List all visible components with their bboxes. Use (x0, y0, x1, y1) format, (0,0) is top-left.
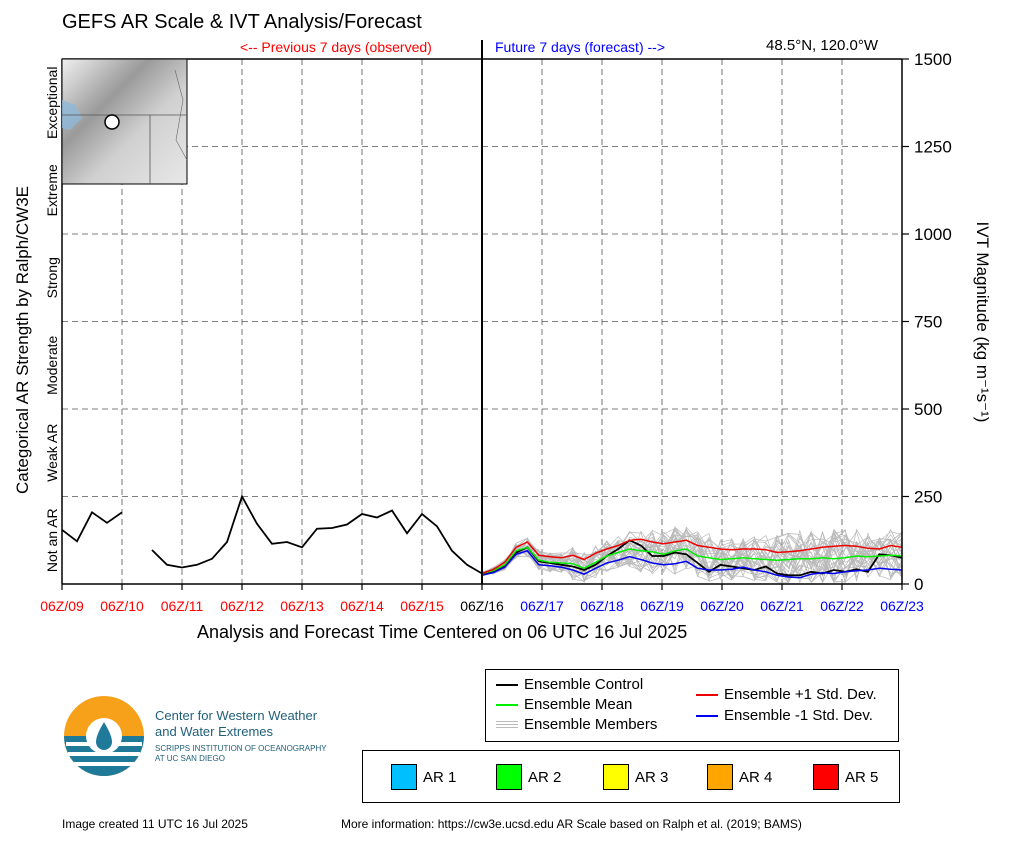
location-label: 48.5°N, 120.0°W (766, 37, 879, 54)
scale-label-ar4: AR 4 (739, 768, 773, 786)
scale-label-ar3: AR 3 (635, 768, 669, 786)
axis-ticks: 0 250 500 750 1000 1250 1500 06Z/09 06Z/10 06Z/11… (40, 50, 952, 614)
scale-label-ar1: AR 1 (423, 768, 457, 786)
ensemble-member-line (481, 528, 903, 584)
ar1-swatch (391, 764, 417, 790)
legend-label-plus-sd: Ensemble +1 Std. Dev. (724, 686, 877, 703)
right-tick-label: 1500 (914, 50, 952, 69)
plus_sd-series-line (481, 538, 903, 575)
ar4-swatch (707, 764, 733, 790)
mean-series-line (481, 546, 903, 575)
control-series-line (151, 494, 903, 577)
series-legend: Ensemble Control Ensemble Mean Ensemble … (485, 669, 899, 742)
x-tick-label: 06Z/09 (40, 598, 84, 614)
ar5-swatch (813, 764, 839, 790)
previous-days-note: <-- Previous 7 days (observed) (240, 39, 432, 55)
ar-scale-legend: AR 1 AR 2 AR 3 AR 4 AR 5 (362, 750, 900, 803)
location-marker-icon (104, 114, 120, 130)
location-inset-map (61, 58, 188, 185)
org-subtitle: SCRIPPS INSTITUTION OF OCEANOGRAPHY AT U… (155, 744, 327, 763)
right-tick-label: 0 (914, 575, 923, 594)
control-line-icon (496, 683, 518, 686)
legend-label-members: Ensemble Members (524, 716, 658, 733)
x-tick-label: 06Z/10 (100, 598, 144, 614)
scale-item-ar4: AR 4 (707, 764, 772, 790)
category-label: Not an AR (44, 508, 60, 572)
series-lines (61, 494, 903, 579)
x-tick-label: 06Z/13 (280, 598, 324, 614)
x-tick-label: 06Z/21 (760, 598, 804, 614)
x-tick-label: 06Z/22 (820, 598, 864, 614)
legend-label-control: Ensemble Control (524, 676, 644, 693)
ensemble-member-line (481, 528, 903, 584)
scale-item-ar2: AR 2 (496, 764, 561, 790)
category-label: Strong (44, 257, 60, 298)
control-series-line (61, 510, 123, 543)
x-tick-label: 06Z/20 (700, 598, 744, 614)
x-tick-label: 06Z/12 (220, 598, 264, 614)
x-tick-label: 06Z/19 (640, 598, 684, 614)
legend-item-members: Ensemble Members (496, 716, 657, 733)
plus-sd-line-icon (696, 693, 718, 696)
cw3e-logo-icon (64, 696, 144, 776)
legend-item-mean: Ensemble Mean (496, 696, 632, 713)
category-label: Weak AR (44, 424, 60, 482)
minus-sd-line-icon (696, 714, 718, 717)
legend-item-minus-sd: Ensemble -1 Std. Dev. (696, 707, 873, 724)
ensemble-member-line (481, 538, 903, 581)
category-label: Exceptional (44, 67, 60, 139)
x-tick-label: 06Z/16 (460, 598, 504, 614)
x-tick-label: 06Z/11 (161, 598, 204, 614)
image-created-note: Image created 11 UTC 16 Jul 2025 (62, 817, 248, 831)
scale-item-ar5: AR 5 (813, 764, 878, 790)
scale-item-ar3: AR 3 (603, 764, 668, 790)
future-days-note: Future 7 days (forecast) --> (495, 39, 666, 55)
left-axis-title: Categorical AR Strength by Ralph/CW3E (13, 185, 32, 495)
scale-item-ar1: AR 1 (391, 764, 456, 790)
x-tick-label: 06Z/17 (520, 598, 564, 614)
right-tick-label: 1000 (914, 225, 952, 244)
org-name: Center for Western Weather and Water Ext… (155, 708, 318, 739)
plot-frame (61, 40, 903, 585)
right-tick-label: 250 (914, 488, 942, 507)
scale-label-ar5: AR 5 (845, 768, 879, 786)
x-tick-label: 06Z/18 (580, 598, 624, 614)
scale-label-ar2: AR 2 (528, 768, 562, 786)
right-axis-title: IVT Magnitude (kg m⁻¹s⁻¹) (973, 221, 992, 423)
members-lines-icon (496, 720, 518, 729)
mean-line-icon (496, 703, 518, 706)
legend-label-minus-sd: Ensemble -1 Std. Dev. (724, 707, 873, 724)
x-axis-title: Analysis and Forecast Time Centered on 0… (197, 622, 688, 642)
x-tick-label: 06Z/15 (400, 598, 444, 614)
right-tick-label: 500 (914, 400, 942, 419)
legend-item-plus-sd: Ensemble +1 Std. Dev. (696, 686, 877, 703)
chart-title: GEFS AR Scale & IVT Analysis/Forecast (62, 11, 422, 33)
minus_sd-series-line (481, 549, 903, 579)
ar3-swatch (603, 764, 629, 790)
ensemble-members-lines (481, 526, 903, 584)
right-tick-label: 750 (914, 313, 942, 332)
right-tick-label: 1250 (914, 138, 952, 157)
x-tick-label: 06Z/23 (880, 598, 924, 614)
legend-item-control: Ensemble Control (496, 676, 643, 693)
category-label: Moderate (44, 335, 60, 394)
x-tick-label: 06Z/14 (340, 598, 384, 614)
legend-label-mean: Ensemble Mean (524, 696, 633, 713)
ar2-swatch (496, 764, 522, 790)
category-label: Extreme (44, 164, 60, 216)
more-info-note: More information: https://cw3e.ucsd.edu … (341, 817, 802, 831)
